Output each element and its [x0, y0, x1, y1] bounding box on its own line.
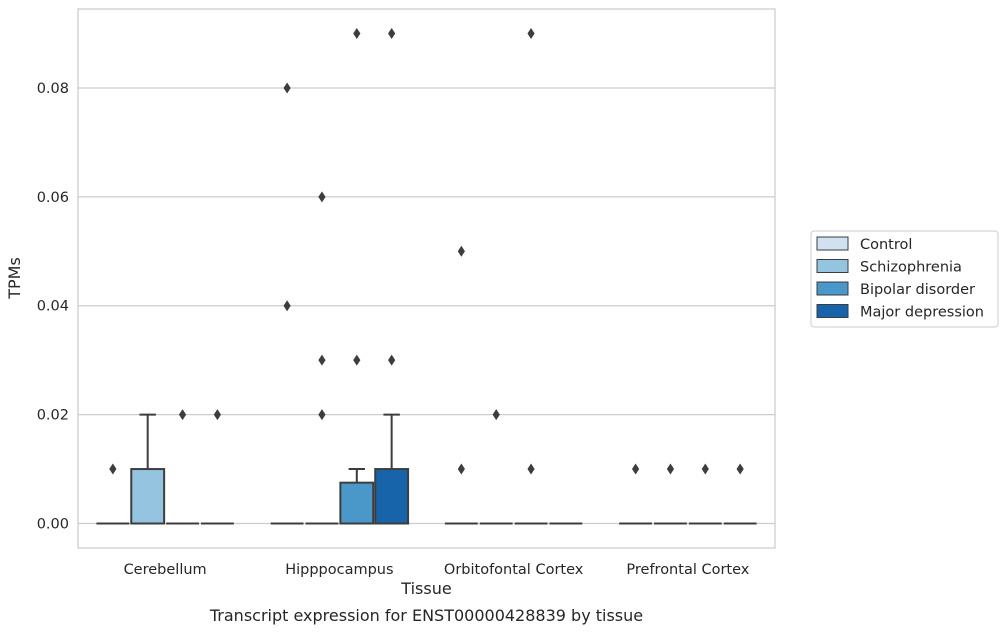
y-axis-title: TPMs [5, 257, 24, 300]
box-group [270, 82, 304, 525]
box-group [200, 409, 234, 525]
legend-label: Bipolar disorder [860, 282, 975, 298]
box-group [514, 28, 548, 525]
y-tick-labels: 0.00 0.02 0.04 0.06 0.08 [37, 81, 69, 533]
outlier-point [527, 463, 535, 475]
chart-caption: Transcript expression for ENST0000042883… [209, 606, 643, 625]
box-group [619, 463, 653, 525]
outlier-point [492, 409, 500, 421]
box-group [723, 463, 757, 525]
box-group [688, 463, 722, 525]
outlier-point [632, 463, 640, 475]
outlier-point [283, 82, 291, 94]
outlier-point [318, 409, 326, 421]
outlier-point [353, 354, 361, 366]
outlier-point [388, 354, 396, 366]
y-tick-label: 0.00 [37, 517, 69, 533]
x-tick-labels: Cerebellum Hipppocampus Orbitofontal Corte… [124, 562, 750, 578]
legend-swatch [816, 236, 849, 251]
y-tick-label: 0.02 [37, 408, 69, 424]
outlier-point [388, 28, 396, 39]
legend: Control Schizophrenia Bipolar disorder Majo… [810, 230, 999, 328]
outlier-point [283, 300, 291, 312]
legend-label: Major depression [860, 305, 984, 321]
outlier-point [213, 409, 221, 421]
box-group [339, 28, 375, 525]
y-tick-label: 0.08 [37, 81, 69, 97]
legend-label: Schizophrenia [860, 260, 962, 276]
box-group [444, 245, 478, 525]
box [374, 468, 410, 525]
x-axis-title: Tissue [400, 579, 451, 598]
legend-swatch [816, 259, 849, 273]
x-tick-label: Cerebellum [124, 562, 207, 578]
box [130, 468, 166, 525]
box-group [305, 191, 339, 525]
y-tick-label: 0.06 [37, 190, 69, 206]
box-group [130, 413, 166, 525]
x-tick-label: Prefrontal Cortex [626, 562, 749, 578]
outlier-point [109, 463, 117, 475]
legend-swatch [816, 304, 849, 318]
box-group [166, 409, 199, 525]
box-groups [96, 28, 757, 525]
outlier-point [736, 463, 744, 475]
outlier-point [701, 463, 709, 475]
plot-area [78, 9, 775, 548]
legend-label: Control [860, 237, 912, 253]
x-tick-label: Orbitofontal Cortex [444, 562, 584, 578]
plot-frame [77, 8, 776, 549]
outlier-point [318, 354, 326, 366]
outlier-point [318, 191, 326, 203]
box-group [96, 463, 130, 525]
box-group [654, 463, 687, 525]
box-group [479, 409, 513, 525]
legend-frame [810, 230, 999, 328]
box-group [374, 28, 410, 525]
outlier-point [527, 28, 535, 39]
y-tick-label: 0.04 [37, 299, 69, 315]
outlier-point [666, 463, 675, 475]
box [339, 481, 375, 525]
legend-swatch [816, 281, 849, 296]
outlier-point [178, 409, 187, 421]
x-tick-label: Hipppocampus [285, 562, 393, 578]
outlier-point [457, 245, 465, 257]
outlier-point [353, 28, 361, 39]
outlier-point [457, 463, 465, 475]
